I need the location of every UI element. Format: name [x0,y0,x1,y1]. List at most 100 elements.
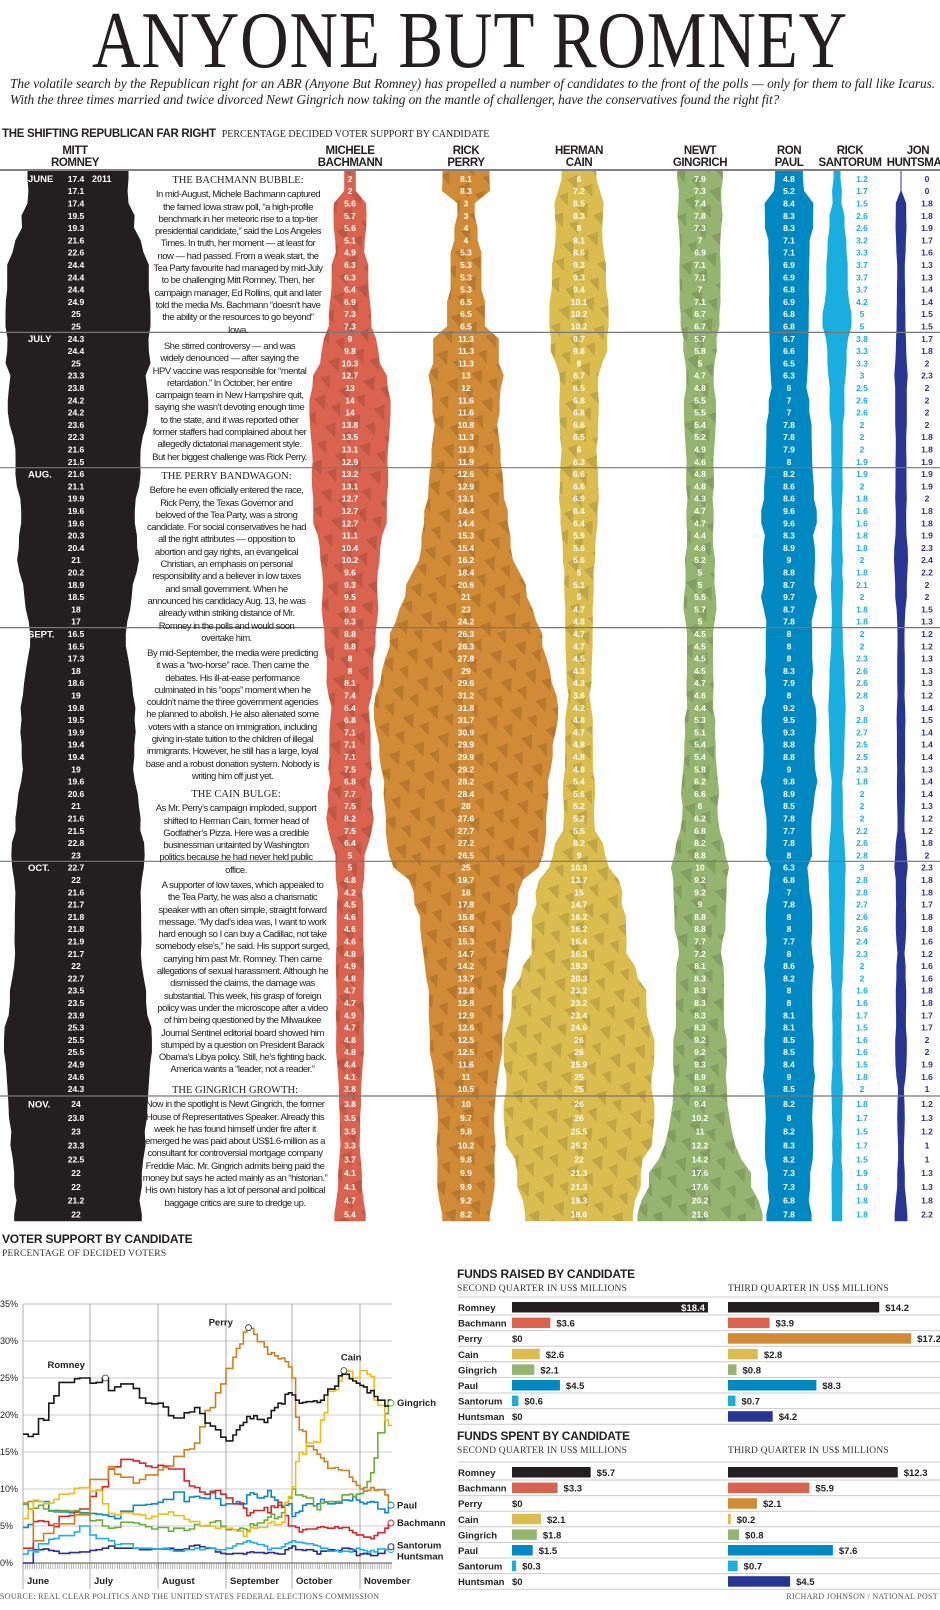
value-label: 5 [577,592,582,602]
value-label: 4.1 [344,1182,356,1192]
value-label: 2.8 [856,887,868,897]
value-label: 1.2 [921,629,933,639]
value-label: 21.9 [68,936,85,946]
value-label: 2.3 [921,371,933,381]
value-label: 2.8 [856,715,868,725]
value-label: 1.8 [856,604,868,614]
value-label: 7.3 [344,309,356,319]
value-label: 9 [787,555,792,565]
value-label: 16.5 [68,641,85,651]
value-label: 24.2 [68,408,85,418]
bar [728,1560,738,1572]
value-label: 6.5 [460,309,472,319]
value-label: 1.8 [921,912,933,922]
value-label: 9.8 [460,1127,472,1137]
value-label: 5.6 [344,198,356,208]
value-label: 8.7 [783,580,795,590]
x-tick-label: August [162,1576,196,1587]
value-label: 6.4 [344,703,356,713]
value-label: 8.2 [783,469,795,479]
value-label: 8 [787,690,792,700]
value-label: 21.7 [68,949,85,959]
bar [728,1482,810,1494]
value-label: 5.6 [573,555,585,565]
value-label: 23.4 [571,1010,588,1020]
value-label: 5.2 [573,801,585,811]
value-label: 22 [71,1168,81,1178]
value-label: 4.3 [573,666,585,676]
value-label: 6.4 [344,838,356,848]
value-label: 1.8 [856,494,868,504]
value-label: 24.4 [68,346,85,356]
value-label: 2.5 [856,752,868,762]
column-header-perry: RICK PERRY [421,145,511,169]
value-label: 13.1 [458,494,475,504]
bar-value-label: $0 [512,1334,523,1345]
value-label: 2 [860,629,865,639]
value-label: 28.2 [458,777,475,787]
value-label: 1.8 [856,617,868,627]
value-label: 3 [464,198,469,208]
value-label: 8.5 [783,1084,795,1094]
value-label: 1.5 [856,198,868,208]
value-label: 12.7 [342,518,359,528]
x-tick-label: June [27,1576,49,1587]
value-label: 6.4 [344,285,356,295]
value-label: 1.8 [856,567,868,577]
source-note: SOURCE: REAL CLEAR POLITICS AND THE UNIT… [0,1592,380,1601]
value-label: 8.8 [694,924,706,934]
value-label: 31.8 [458,703,475,713]
value-label: 2.3 [856,654,868,664]
value-label: 17.6 [692,1182,709,1192]
value-label: 1.8 [921,444,933,454]
value-label: 8.3 [783,211,795,221]
value-label: 24.3 [68,334,85,344]
value-label: 2.5 [856,383,868,393]
series-line-santorum [23,1525,392,1555]
value-label: 4.4 [344,1059,356,1069]
value-label: 22 [71,1210,81,1220]
value-label: 14.2 [692,1154,709,1164]
value-label: 1.6 [921,961,933,971]
stream-title: THE SHIFTING REPUBLICAN FAR RIGHT [2,128,216,140]
value-label: 9.3 [694,1059,706,1069]
value-label: 7.5 [344,826,356,836]
y-tick-label: 30% [0,1336,18,1346]
y-tick-label: 20% [0,1410,18,1420]
value-label: 5.1 [344,235,356,245]
value-label: 7.8 [783,432,795,442]
bar-category-label: Paul [458,1546,478,1557]
value-label: 1.3 [921,1113,933,1123]
value-label: 14.2 [458,961,475,971]
bar-category-label: Santorum [458,1397,502,1408]
value-label: 1.6 [921,1072,933,1082]
value-label: 2 [860,432,865,442]
value-label: 4.5 [694,641,706,651]
value-label: 3.8 [344,1099,356,1109]
value-label: 8.8 [344,629,356,639]
value-label: 7.3 [783,1168,795,1178]
value-label: 4.4 [694,531,706,541]
value-label: 7.3 [783,1182,795,1192]
value-label: 8.3 [783,531,795,541]
bar [728,1513,731,1525]
value-label: 10.4 [342,543,359,553]
bar-category-label: Paul [458,1381,478,1392]
value-label: 26 [574,1113,584,1123]
bar-value-label: $2.1 [763,1499,782,1510]
value-label: 1.8 [921,924,933,934]
value-label: 6.4 [573,518,585,528]
value-label: 19.9 [68,494,85,504]
value-label: 10.2 [342,555,359,565]
value-label: 8.9 [783,789,795,799]
value-label: 2 [925,1035,930,1045]
value-label: 27.6 [458,813,475,823]
value-label: 16.2 [571,924,588,934]
value-label: 22 [71,875,81,885]
value-label: 9.9 [460,1182,472,1192]
series-end-marker [387,1543,395,1551]
value-label: 19.9 [68,727,85,737]
line-chart-subtitle: PERCENTAGE OF DECIDED VOTERS [2,1249,167,1259]
value-label: 4.7 [344,986,356,996]
